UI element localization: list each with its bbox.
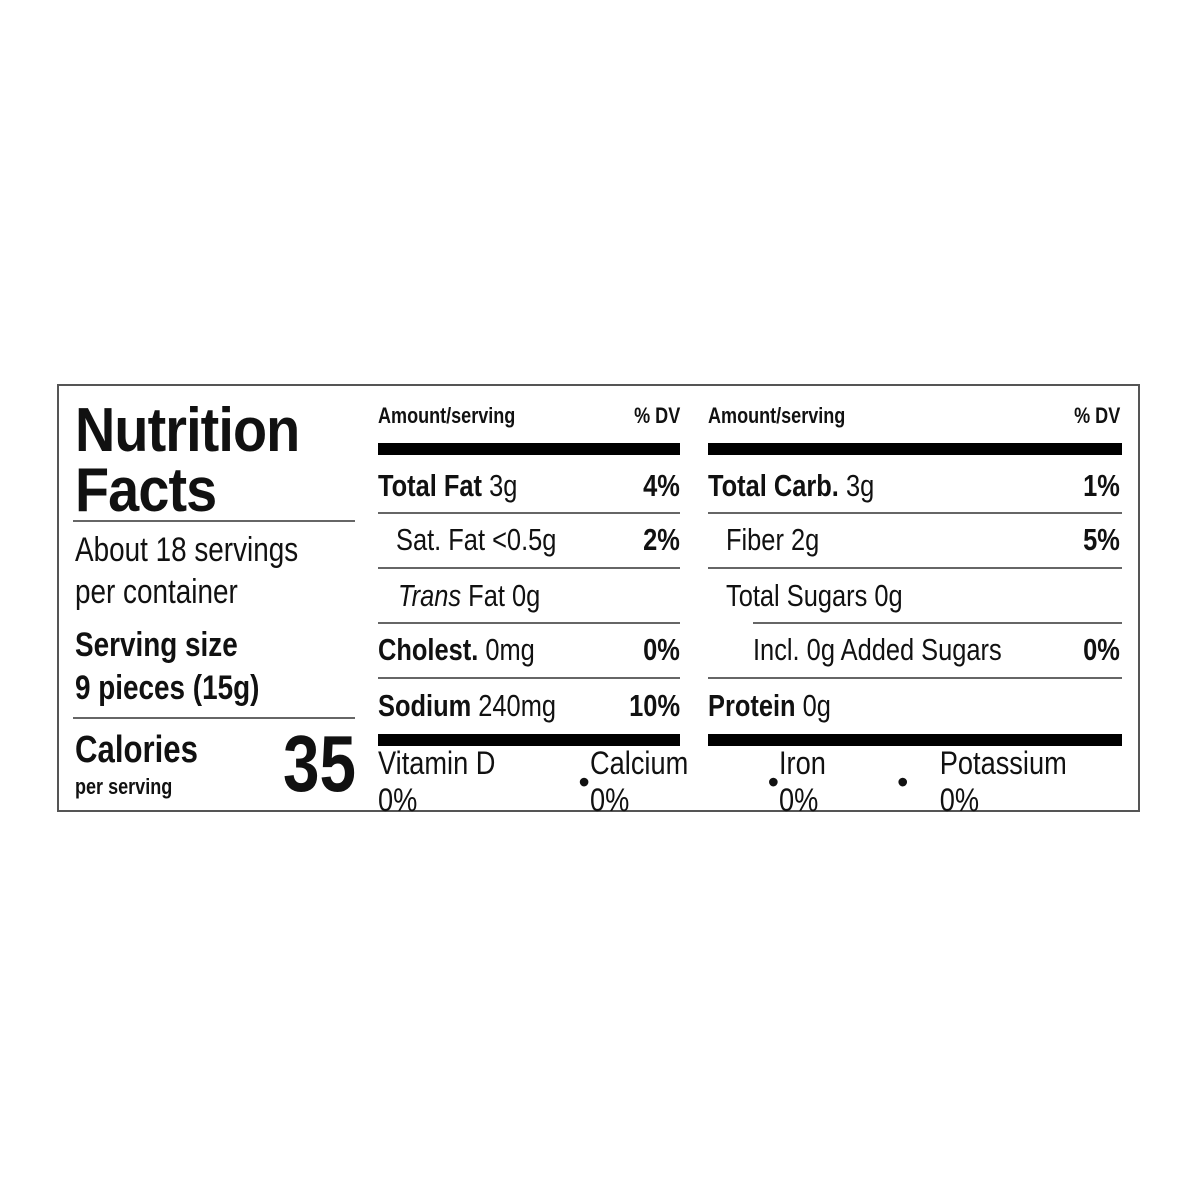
row-sodium: Sodium 240mg 10% [378,686,680,726]
title-text: Facts [75,456,217,525]
calories-value: 35 [240,722,356,806]
row-total-carb: Total Carb. 3g 1% [708,466,1120,506]
nutrient-amount: 2g [790,522,820,557]
micronutrient-dv: 0% [940,782,980,818]
nutrient-dv: 4% [643,468,680,503]
calories-sub: per serving [75,774,194,800]
micronutrient-name: Potassium [940,745,1068,781]
row-total-fat: Total Fat 3g 4% [378,466,680,506]
nutrient-amount: 240mg [478,688,557,723]
nutrient-name: Fiber [726,522,784,557]
row-trans-fat: Trans Fat 0g [398,576,680,616]
nutrient-amount: 3g [845,468,875,503]
amount-header: Amount/serving [378,403,516,428]
serving-size-value: 9 pieces (15g) [75,668,300,708]
thick-bar [378,734,680,746]
micronutrient-name: Calcium [589,745,688,781]
nutrient-amount: <0.5g [492,522,557,557]
row-sat-fat: Sat. Fat <0.5g 2% [396,520,680,560]
nutrient-name: Incl. 0g Added Sugars [753,632,1002,667]
thick-bar [708,443,1122,455]
micronutrient-dv: 0% [778,782,819,818]
nutrient-name: Total Carb. [708,468,839,503]
nutrient-dv: 0% [643,632,680,667]
nutrient-name: Total Sugars [726,578,868,613]
title-facts: Facts [75,460,232,522]
micronutrient-name: Vitamin D [378,745,496,781]
divider [73,520,355,522]
bullet-icon: • [767,763,779,800]
bullet-icon: • [578,763,590,800]
header-left: Amount/serving % DV [378,401,680,431]
nutrient-amount: 0g [874,578,903,613]
servings-per-container: About 18 servings [75,530,347,570]
nutrient-amount: 0mg [485,632,535,667]
calories-sub-text: per serving [75,774,173,799]
nutrient-name: Protein [708,688,796,723]
dv-header: % DV [633,403,680,428]
divider [378,677,680,679]
nutrient-name: Total Fat [378,468,483,503]
micronutrient-name: Iron [778,745,826,781]
nutrient-amount: 0g [511,578,541,613]
title-nutrition: Nutrition [75,400,324,462]
nutrient-name-italic: Trans [398,578,462,613]
amount-header: Amount/serving [708,403,846,428]
serving-size-text: 9 pieces (15g) [75,669,260,707]
nutrient-dv: 1% [1083,468,1120,503]
calories-number: 35 [283,719,356,808]
nutrition-facts-label [57,384,1140,812]
nutrient-name: Cholest. [378,632,479,667]
divider [708,567,1122,569]
row-protein: Protein 0g [708,686,1120,726]
micronutrients-line: Vitamin D 0% • Calcium 0% • Iron 0% • Po… [378,745,1120,818]
thick-bar [378,443,680,455]
nutrient-dv: 5% [1083,522,1120,557]
servings-line: About 18 servings [75,531,299,569]
nutrient-dv: 2% [643,522,680,557]
nutrient-name: Fat [468,578,505,613]
nutrient-amount: 0g [802,688,831,723]
dv-header: % DV [1073,403,1120,428]
nutrient-dv: 0% [1083,632,1120,667]
serving-size-label: Serving size [75,625,273,665]
nutrient-name: Sat. Fat [396,522,486,557]
divider [753,622,1122,624]
nutrient-amount: 3g [489,468,518,503]
header-right: Amount/serving % DV [708,401,1120,431]
row-cholesterol: Cholest. 0mg 0% [378,630,680,670]
servings-per-container-2: per container [75,572,273,612]
divider [378,512,680,514]
serving-size-text: Serving size [75,626,238,664]
divider [73,717,355,719]
divider [378,622,680,624]
calories-text: Calories [75,729,198,771]
micronutrient-dv: 0% [589,782,629,818]
divider [378,567,680,569]
title-text: Nutrition [75,396,300,465]
servings-line: per container [75,573,238,611]
divider [708,512,1122,514]
thick-bar [708,734,1122,746]
row-added-sugars: Incl. 0g Added Sugars 0% [753,630,1120,670]
bullet-icon: • [897,763,909,800]
micronutrient-dv: 0% [378,782,418,818]
divider [708,677,1122,679]
nutrient-dv: 10% [629,688,680,723]
row-fiber: Fiber 2g 5% [726,520,1120,560]
row-total-sugars: Total Sugars 0g [726,576,1120,616]
calories-label: Calories [75,730,225,770]
nutrient-name: Sodium [378,688,472,723]
